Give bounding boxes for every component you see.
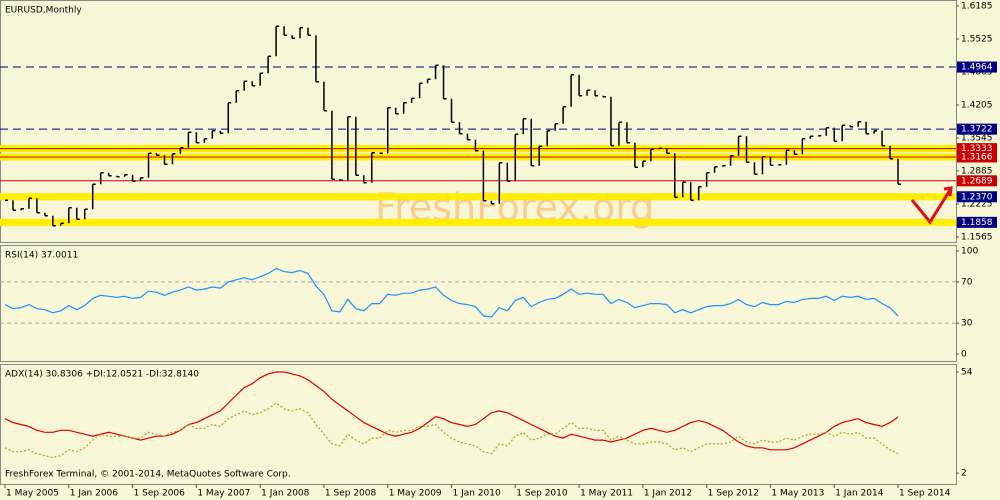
x-tick-label: 1 Sep 2014 bbox=[899, 489, 951, 499]
y-tick-label: 0 bbox=[961, 350, 967, 360]
level-label-box bbox=[957, 151, 997, 163]
y-tick-label: 70 bbox=[961, 277, 973, 287]
x-tick-label: 1 May 2011 bbox=[580, 489, 633, 499]
x-tick-label: 1 Sep 2008 bbox=[325, 489, 377, 499]
y-tick-label: 1.3545 bbox=[961, 134, 993, 144]
level-label-box bbox=[957, 191, 997, 203]
indicator-line bbox=[4, 402, 899, 459]
level-label: 1.3722 bbox=[961, 125, 993, 135]
x-tick-label: 1 May 2013 bbox=[771, 489, 824, 499]
footer: FreshForex Terminal, © 2001-2014, MetaQu… bbox=[5, 470, 291, 480]
level-label-box bbox=[957, 216, 997, 228]
level-label: 1.3166 bbox=[961, 152, 993, 162]
x-tick-label: 1 Jan 2012 bbox=[644, 489, 692, 499]
x-tick-label: 1 May 2005 bbox=[6, 489, 59, 499]
x-tick-label: 1 Sep 2006 bbox=[134, 489, 186, 499]
rsi-panel bbox=[0, 245, 957, 362]
x-tick-label: 1 Jan 2008 bbox=[261, 489, 309, 499]
y-tick-label: 1.1565 bbox=[961, 233, 993, 243]
level-label: 1.4964 bbox=[961, 63, 993, 73]
level-label: 1.2689 bbox=[961, 176, 993, 186]
y-tick-label: 2 bbox=[961, 469, 967, 479]
x-tick-label: 1 Sep 2012 bbox=[708, 489, 759, 499]
y-tick-label: 30 bbox=[961, 319, 973, 329]
panel-title: RSI(14) 37.0011 bbox=[5, 251, 78, 261]
y-tick-label: 1.6185 bbox=[961, 2, 993, 12]
y-tick-label: 1.2885 bbox=[961, 167, 993, 177]
panel-title: EURUSD,Monthly bbox=[5, 6, 82, 16]
x-tick-label: 1 Jan 2014 bbox=[835, 489, 883, 499]
level-label-box bbox=[957, 143, 997, 155]
y-tick-label: 1.4205 bbox=[961, 101, 993, 111]
x-tick-label: 1 May 2009 bbox=[389, 489, 442, 499]
forecast-arrow bbox=[910, 189, 952, 225]
level-label: 1.1858 bbox=[961, 218, 993, 228]
level-label-box bbox=[957, 61, 997, 73]
forecast-arrow-head bbox=[943, 186, 953, 197]
x-tick-label: 1 May 2007 bbox=[197, 489, 250, 499]
price-panel bbox=[0, 0, 957, 243]
level-label: 1.2370 bbox=[961, 192, 993, 202]
x-tick-label: 1 Jan 2010 bbox=[453, 489, 501, 499]
level-label-box bbox=[957, 175, 997, 187]
indicator-line bbox=[4, 267, 899, 318]
x-tick-label: 1 Sep 2010 bbox=[516, 489, 568, 499]
panel-title: ADX(14) 30.8306 +DI:12.0521 -DI:32.8140 bbox=[5, 370, 199, 380]
y-tick-label: 54 bbox=[961, 368, 973, 378]
adx-panel bbox=[0, 364, 957, 485]
level-label: 1.3333 bbox=[961, 144, 993, 154]
indicator-line bbox=[4, 371, 899, 451]
level-label-box bbox=[957, 123, 997, 135]
y-tick-label: 1.2225 bbox=[961, 200, 993, 210]
y-tick-label: 1.5525 bbox=[961, 35, 993, 45]
x-tick-label: 1 Jan 2006 bbox=[70, 489, 118, 499]
y-tick-label: 100 bbox=[961, 246, 978, 256]
